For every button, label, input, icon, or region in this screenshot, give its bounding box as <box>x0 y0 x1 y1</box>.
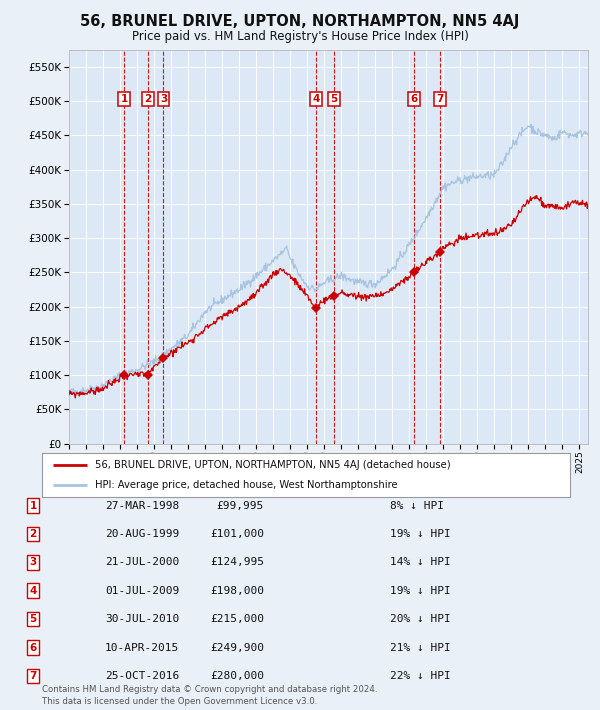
Text: £124,995: £124,995 <box>210 557 264 567</box>
Text: Contains HM Land Registry data © Crown copyright and database right 2024.: Contains HM Land Registry data © Crown c… <box>42 685 377 694</box>
Text: 30-JUL-2010: 30-JUL-2010 <box>105 614 179 624</box>
Text: £101,000: £101,000 <box>210 529 264 539</box>
Text: 1: 1 <box>121 94 128 104</box>
Text: HPI: Average price, detached house, West Northamptonshire: HPI: Average price, detached house, West… <box>95 480 397 490</box>
Text: 56, BRUNEL DRIVE, UPTON, NORTHAMPTON, NN5 4AJ (detached house): 56, BRUNEL DRIVE, UPTON, NORTHAMPTON, NN… <box>95 460 451 470</box>
Text: 2: 2 <box>29 529 37 539</box>
Text: 10-APR-2015: 10-APR-2015 <box>105 643 179 652</box>
Text: 20-AUG-1999: 20-AUG-1999 <box>105 529 179 539</box>
Text: 5: 5 <box>331 94 338 104</box>
Text: 2: 2 <box>144 94 151 104</box>
Text: This data is licensed under the Open Government Licence v3.0.: This data is licensed under the Open Gov… <box>42 697 317 706</box>
Text: 22% ↓ HPI: 22% ↓ HPI <box>390 671 451 681</box>
Text: 21% ↓ HPI: 21% ↓ HPI <box>390 643 451 652</box>
Text: 25-OCT-2016: 25-OCT-2016 <box>105 671 179 681</box>
Text: 6: 6 <box>29 643 37 652</box>
Text: 3: 3 <box>29 557 37 567</box>
Text: 1: 1 <box>29 501 37 510</box>
Text: £280,000: £280,000 <box>210 671 264 681</box>
Text: 21-JUL-2000: 21-JUL-2000 <box>105 557 179 567</box>
Text: 4: 4 <box>29 586 37 596</box>
Text: £198,000: £198,000 <box>210 586 264 596</box>
Text: 56, BRUNEL DRIVE, UPTON, NORTHAMPTON, NN5 4AJ: 56, BRUNEL DRIVE, UPTON, NORTHAMPTON, NN… <box>80 14 520 29</box>
Text: 27-MAR-1998: 27-MAR-1998 <box>105 501 179 510</box>
Text: 4: 4 <box>312 94 319 104</box>
Text: 7: 7 <box>29 671 37 681</box>
Text: £99,995: £99,995 <box>217 501 264 510</box>
Text: 19% ↓ HPI: 19% ↓ HPI <box>390 586 451 596</box>
Text: 19% ↓ HPI: 19% ↓ HPI <box>390 529 451 539</box>
Text: 7: 7 <box>437 94 444 104</box>
Text: £249,900: £249,900 <box>210 643 264 652</box>
Text: 14% ↓ HPI: 14% ↓ HPI <box>390 557 451 567</box>
Text: 01-JUL-2009: 01-JUL-2009 <box>105 586 179 596</box>
Text: 6: 6 <box>410 94 418 104</box>
Text: 20% ↓ HPI: 20% ↓ HPI <box>390 614 451 624</box>
Text: Price paid vs. HM Land Registry's House Price Index (HPI): Price paid vs. HM Land Registry's House … <box>131 30 469 43</box>
Text: 5: 5 <box>29 614 37 624</box>
Text: £215,000: £215,000 <box>210 614 264 624</box>
Text: 3: 3 <box>160 94 167 104</box>
Text: 8% ↓ HPI: 8% ↓ HPI <box>390 501 444 510</box>
